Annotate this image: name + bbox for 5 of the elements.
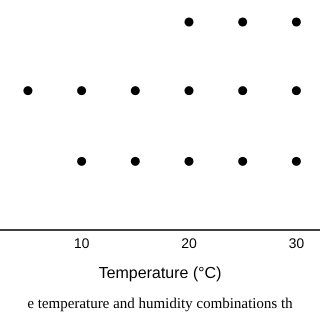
x-tick-label: 30 bbox=[288, 234, 304, 251]
text: e temperature and humidity combinations th bbox=[26, 296, 294, 313]
x-axis-title: Temperature (°C) bbox=[98, 265, 222, 282]
x-tick-label: 10 bbox=[74, 234, 90, 251]
x-tick-label: 20 bbox=[181, 234, 197, 251]
